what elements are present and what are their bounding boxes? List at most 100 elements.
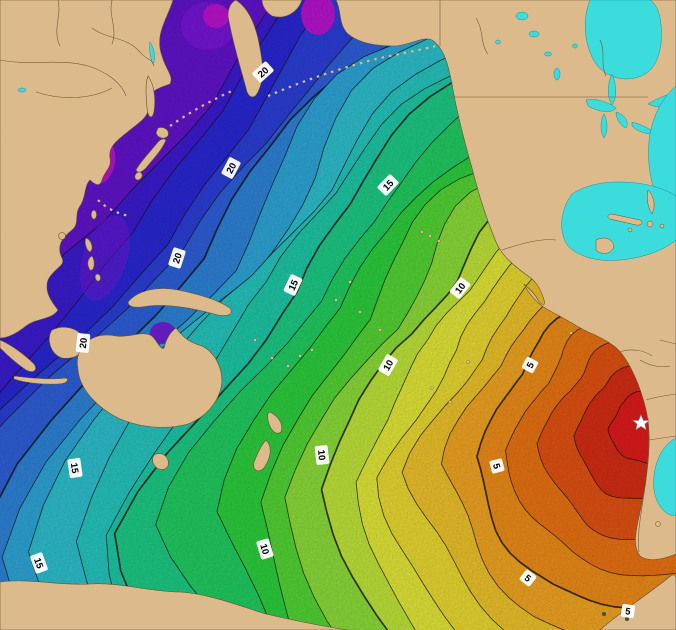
island-dot — [310, 348, 314, 352]
contour-label-5h: 5 — [519, 569, 537, 587]
landmass-antarctica — [0, 580, 349, 630]
aleutian-islands-chain — [267, 44, 437, 98]
svg-text:5: 5 — [490, 462, 502, 471]
river-amur — [91, 27, 155, 67]
island-kyushu — [134, 171, 143, 181]
river-siberia-1 — [56, 0, 61, 47]
island-hokkaido — [155, 127, 169, 139]
island-java — [13, 375, 68, 385]
lake-huron — [615, 111, 628, 129]
contour-label-5h: 5 — [620, 603, 636, 619]
contour-label-10h: 10 — [449, 277, 471, 299]
contour-label-5h: 5 — [521, 356, 539, 374]
contour-label-15h: 15 — [30, 552, 48, 574]
island-dot — [420, 230, 424, 234]
river-siberia-2 — [110, 0, 115, 45]
contour-label-10h: 10 — [314, 445, 330, 465]
great-slave-lake — [528, 30, 540, 38]
florida-peninsula — [646, 189, 655, 215]
island-dot — [448, 400, 452, 404]
great-bear-lake — [515, 11, 529, 21]
svg-text:20: 20 — [78, 337, 90, 349]
island-honshu — [135, 138, 167, 173]
island-sakhalin — [145, 75, 156, 118]
lake-winnipeg — [553, 67, 561, 81]
island-dot — [298, 354, 302, 358]
pacific-island-dots — [253, 230, 629, 621]
contour-label-20h: 20 — [221, 157, 241, 179]
contour-label-15h: 15 — [283, 274, 303, 296]
contour-label-20h: 20 — [75, 333, 91, 353]
border-colombia-venezuela — [619, 339, 676, 357]
contour-label-20h: 20 — [168, 247, 186, 269]
island-dot — [428, 234, 432, 238]
island-tasmania — [152, 453, 169, 470]
island-chains — [97, 44, 437, 218]
island-new-zealand-north — [267, 411, 283, 434]
island-hainan — [58, 232, 66, 240]
svg-text:10: 10 — [381, 358, 396, 373]
caribbean-islands — [595, 189, 665, 527]
svg-text:20: 20 — [225, 161, 240, 176]
hudson-bay — [585, 0, 662, 80]
island-hispaniola — [646, 220, 654, 228]
island-dot — [334, 298, 338, 302]
island-dot — [270, 356, 274, 360]
lake-athabasca — [544, 51, 552, 57]
border-chile-argentina — [638, 417, 650, 553]
svg-text:10: 10 — [315, 449, 327, 461]
svg-text:15: 15 — [31, 556, 45, 570]
landmass-asia — [0, 0, 174, 339]
svg-text:20: 20 — [171, 252, 185, 265]
border-russia-china — [0, 59, 127, 97]
canadian-lake-dot-1 — [495, 39, 501, 45]
border-mongolia — [35, 87, 113, 98]
island-dot — [437, 239, 441, 243]
contour-label-20h: 20 — [252, 61, 274, 83]
contour-label-10h: 10 — [378, 354, 398, 376]
landmass-australia — [76, 327, 223, 428]
island-dot — [430, 386, 434, 390]
islands-philippines — [84, 237, 101, 282]
island-taiwan — [90, 209, 97, 220]
svg-text:15: 15 — [68, 462, 80, 475]
svg-text:5: 5 — [522, 573, 534, 585]
island-dot — [253, 338, 257, 342]
lake-michigan — [600, 113, 608, 139]
island-dot — [625, 617, 629, 621]
island-puerto-rico — [659, 223, 665, 229]
svg-text:15: 15 — [287, 278, 302, 293]
svg-text:5: 5 — [624, 606, 631, 618]
island-new-zealand-south — [253, 439, 271, 472]
border-us-mexico — [501, 239, 557, 251]
island-dot — [569, 331, 573, 335]
falkland-islands — [655, 521, 661, 527]
svg-text:10: 10 — [257, 543, 271, 556]
landmass-chukotka — [261, 0, 303, 18]
island-new-guinea — [127, 288, 232, 316]
river-canada-1 — [475, 17, 489, 55]
south-atlantic — [653, 437, 676, 516]
epicenter-star-icon — [632, 414, 650, 431]
island-jamaica — [627, 227, 633, 233]
country-borders — [0, 0, 676, 553]
island-dot — [602, 612, 606, 616]
island-cuba — [607, 213, 643, 226]
contour-label-10h: 10 — [256, 538, 274, 560]
island-dot — [348, 280, 352, 284]
island-dot — [286, 364, 290, 368]
lake-balkhash — [17, 87, 27, 93]
lake-superior — [585, 99, 617, 112]
island-sumatra — [0, 339, 36, 372]
border-peru-bolivia — [639, 359, 676, 441]
island-dot — [466, 360, 470, 364]
contour-label-15h: 15 — [67, 457, 83, 479]
yucatan-peninsula — [595, 237, 615, 254]
svg-text:5: 5 — [525, 360, 538, 370]
canadian-lake-dot-2 — [572, 43, 578, 49]
contour-label-5h: 5 — [489, 458, 505, 474]
